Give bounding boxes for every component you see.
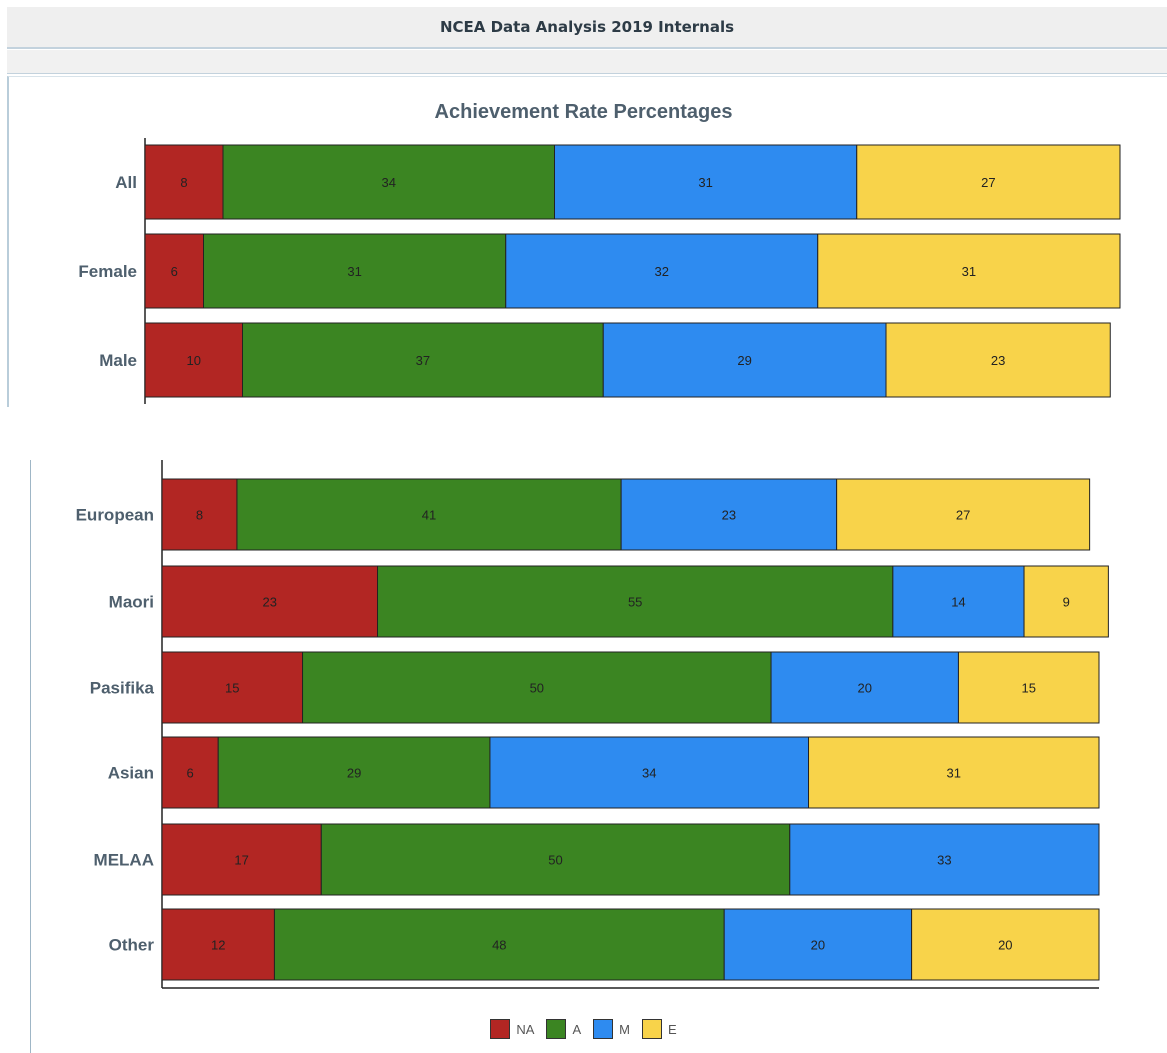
data-label-pasifika-m: 20 bbox=[858, 681, 872, 696]
bar-asian-e bbox=[808, 736, 1100, 809]
bar-all-e bbox=[856, 144, 1121, 220]
bar-all-m bbox=[554, 144, 858, 220]
bar-maori-m bbox=[892, 565, 1025, 638]
legend-item-a: A bbox=[546, 1019, 581, 1039]
bar-female-e bbox=[817, 233, 1121, 309]
data-label-other-m: 20 bbox=[811, 938, 825, 953]
chart-panel-bottom-border bbox=[30, 460, 31, 1053]
bar-male-a bbox=[242, 322, 604, 398]
bar-male-e bbox=[885, 322, 1111, 398]
category-label-pasifika: Pasifika bbox=[90, 679, 155, 698]
bar-asian-a bbox=[217, 736, 491, 809]
data-label-asian-e: 31 bbox=[947, 766, 961, 781]
data-label-european-a: 41 bbox=[422, 508, 436, 523]
data-label-all-e: 27 bbox=[981, 175, 995, 190]
bar-all-na bbox=[144, 144, 224, 220]
data-label-melaa-na: 17 bbox=[234, 853, 248, 868]
data-label-female-e: 31 bbox=[962, 264, 976, 279]
data-label-all-na: 8 bbox=[180, 175, 187, 190]
data-label-male-na: 10 bbox=[187, 353, 201, 368]
bar-female-na bbox=[144, 233, 204, 309]
page-title: NCEA Data Analysis 2019 Internals bbox=[439, 18, 735, 36]
bar-melaa-m bbox=[789, 823, 1100, 896]
category-label-melaa: MELAA bbox=[94, 851, 154, 870]
category-label-all: All bbox=[115, 173, 137, 192]
bar-european-m bbox=[620, 478, 838, 551]
bar-pasifika-na bbox=[161, 651, 304, 724]
data-label-european-e: 27 bbox=[956, 508, 970, 523]
data-label-all-m: 31 bbox=[698, 175, 712, 190]
data-label-melaa-a: 50 bbox=[548, 853, 562, 868]
bar-maori-na bbox=[161, 565, 379, 638]
bar-other-m bbox=[723, 908, 913, 981]
data-label-maori-m: 14 bbox=[951, 595, 965, 610]
bar-asian-na bbox=[161, 736, 219, 809]
category-label-maori: Maori bbox=[109, 593, 154, 612]
data-label-pasifika-a: 50 bbox=[530, 681, 544, 696]
data-label-asian-m: 34 bbox=[642, 766, 656, 781]
data-label-asian-a: 29 bbox=[347, 766, 361, 781]
bar-maori-e bbox=[1023, 565, 1109, 638]
legend-swatch-a bbox=[546, 1019, 567, 1039]
bar-other-na bbox=[161, 908, 275, 981]
data-label-other-e: 20 bbox=[998, 938, 1012, 953]
data-label-maori-e: 9 bbox=[1063, 595, 1070, 610]
legend-swatch-na bbox=[490, 1019, 511, 1039]
category-label-male: Male bbox=[99, 351, 137, 370]
header-bar: NCEA Data Analysis 2019 Internals bbox=[7, 7, 1167, 49]
bar-maori-a bbox=[377, 565, 894, 638]
legend-item-na: NA bbox=[490, 1019, 534, 1039]
toolbar-strip bbox=[7, 50, 1167, 74]
data-label-female-na: 6 bbox=[171, 264, 178, 279]
data-label-female-a: 31 bbox=[347, 264, 361, 279]
data-label-pasifika-na: 15 bbox=[225, 681, 239, 696]
data-label-female-m: 32 bbox=[655, 264, 669, 279]
data-label-other-na: 12 bbox=[211, 938, 225, 953]
bar-female-a bbox=[203, 233, 507, 309]
bar-european-e bbox=[836, 478, 1091, 551]
bar-pasifika-e bbox=[957, 651, 1100, 724]
data-label-other-a: 48 bbox=[492, 938, 506, 953]
data-label-all-a: 34 bbox=[382, 175, 396, 190]
legend-item-m: M bbox=[593, 1019, 630, 1039]
legend-label-na: NA bbox=[516, 1021, 535, 1037]
bar-melaa-a bbox=[320, 823, 791, 896]
data-label-male-e: 23 bbox=[991, 353, 1005, 368]
bar-male-na bbox=[144, 322, 243, 398]
data-label-european-na: 8 bbox=[196, 508, 203, 523]
data-label-european-m: 23 bbox=[722, 508, 736, 523]
legend-label-m: M bbox=[619, 1021, 630, 1037]
category-label-asian: Asian bbox=[108, 764, 154, 783]
bar-pasifika-m bbox=[770, 651, 959, 724]
chart-legend: NA A M E bbox=[0, 1019, 1167, 1039]
legend-item-e: E bbox=[641, 1019, 677, 1039]
category-label-female: Female bbox=[78, 262, 137, 281]
data-label-male-m: 29 bbox=[737, 353, 751, 368]
bar-pasifika-a bbox=[302, 651, 772, 724]
bar-asian-m bbox=[489, 736, 810, 809]
legend-label-e: E bbox=[667, 1021, 677, 1037]
data-label-male-a: 37 bbox=[416, 353, 430, 368]
bar-female-m bbox=[505, 233, 819, 309]
bar-male-m bbox=[602, 322, 887, 398]
category-label-other: Other bbox=[109, 936, 155, 955]
data-label-melaa-m: 33 bbox=[937, 853, 951, 868]
bar-other-a bbox=[273, 908, 725, 981]
legend-label-a: A bbox=[572, 1021, 582, 1037]
data-label-asian-na: 6 bbox=[186, 766, 193, 781]
data-label-maori-na: 23 bbox=[263, 595, 277, 610]
data-label-pasifika-e: 15 bbox=[1021, 681, 1035, 696]
bar-melaa-na bbox=[161, 823, 322, 896]
category-label-european: European bbox=[76, 506, 154, 525]
legend-swatch-m bbox=[593, 1019, 614, 1039]
legend-swatch-e bbox=[641, 1019, 662, 1039]
bar-other-e bbox=[911, 908, 1100, 981]
chart-title: Achievement Rate Percentages bbox=[434, 101, 733, 123]
data-label-maori-a: 55 bbox=[628, 595, 642, 610]
